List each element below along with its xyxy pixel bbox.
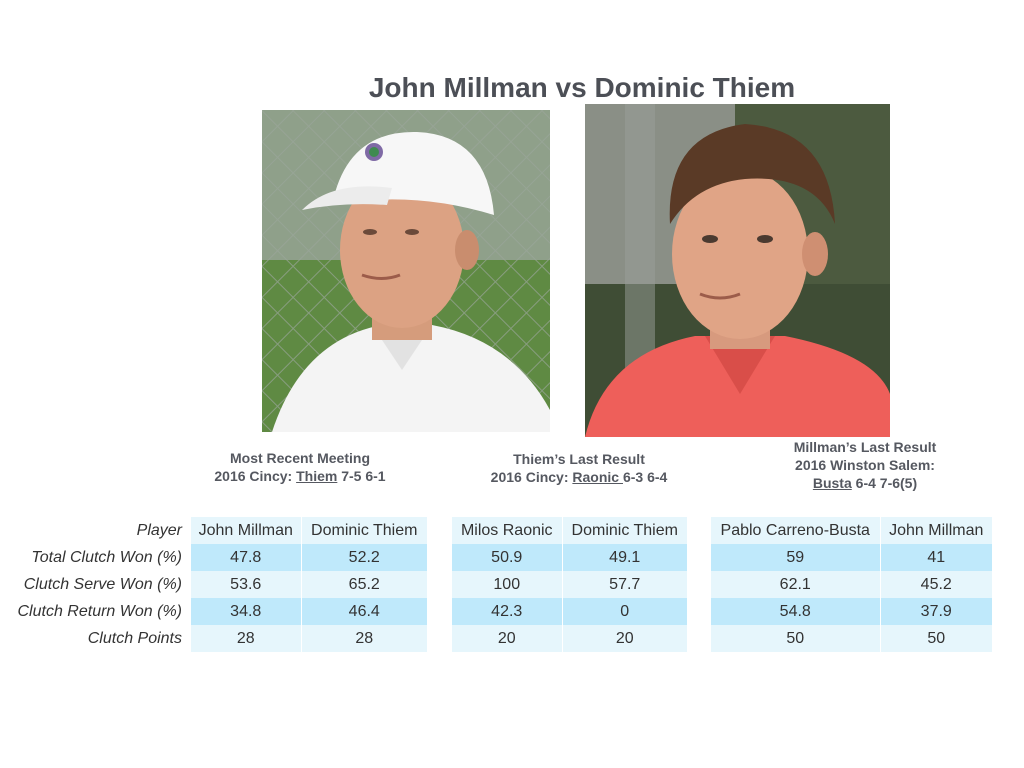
thiem-last-result-caption: Thiem’s Last Result 2016 Cincy: Raonic 6… bbox=[463, 450, 695, 486]
table-row: 50.9 49.1 bbox=[452, 544, 687, 571]
player-header: John Millman bbox=[879, 517, 992, 544]
table-row: 53.6 65.2 bbox=[191, 571, 427, 598]
table-row: 28 28 bbox=[191, 625, 427, 652]
table-cell: 54.8 bbox=[711, 598, 880, 625]
caption-result: Busta 6-4 7-6(5) bbox=[760, 474, 970, 492]
table-row: 50 50 bbox=[711, 625, 992, 652]
caption-heading: Thiem’s Last Result bbox=[513, 451, 645, 467]
caption-score: 6-4 7-6(5) bbox=[851, 475, 918, 491]
millman-last-result-caption: Millman’s Last Result 2016 Winston Salem… bbox=[760, 438, 970, 492]
table-row: 47.8 52.2 bbox=[191, 544, 427, 571]
table-cell: 57.7 bbox=[561, 571, 687, 598]
table-cell: 100 bbox=[452, 571, 562, 598]
table-cell: 34.8 bbox=[191, 598, 301, 625]
caption-result: 2016 Cincy: Raonic 6-3 6-4 bbox=[463, 468, 695, 486]
table-cell: 47.8 bbox=[191, 544, 301, 571]
player-header: John Millman bbox=[191, 517, 301, 544]
table-cell: 65.2 bbox=[300, 571, 427, 598]
table-row: 59 41 bbox=[711, 544, 992, 571]
table-cell: 52.2 bbox=[300, 544, 427, 571]
player-header: Dominic Thiem bbox=[561, 517, 687, 544]
table-row: 54.8 37.9 bbox=[711, 598, 992, 625]
table-header-row: John Millman Dominic Thiem bbox=[191, 517, 427, 544]
winner-link[interactable]: Thiem bbox=[296, 468, 338, 484]
winner-link[interactable]: Raonic bbox=[572, 469, 623, 485]
caption-score: 7-5 6-1 bbox=[337, 468, 386, 484]
table-cell: 53.6 bbox=[191, 571, 301, 598]
caption-heading: Millman’s Last Result bbox=[793, 439, 937, 455]
table-row: 100 57.7 bbox=[452, 571, 687, 598]
caption-event: 2016 Cincy: bbox=[490, 469, 573, 485]
table-cell: 28 bbox=[300, 625, 427, 652]
table-cell: 50 bbox=[879, 625, 992, 652]
table-cell: 41 bbox=[879, 544, 992, 571]
player-header: Pablo Carreno-Busta bbox=[711, 517, 880, 544]
table-row: 34.8 46.4 bbox=[191, 598, 427, 625]
table-row: 42.3 0 bbox=[452, 598, 687, 625]
dominic-thiem-photo bbox=[585, 104, 890, 437]
table-cell: 49.1 bbox=[561, 544, 687, 571]
row-label-player: Player bbox=[136, 522, 182, 539]
winner-link[interactable]: Busta bbox=[812, 475, 852, 491]
caption-event: 2016 Winston Salem: bbox=[795, 457, 935, 473]
thiem-last-result-stats-table: Milos Raonic Dominic Thiem 50.9 49.1 100… bbox=[452, 517, 687, 652]
table-cell: 20 bbox=[561, 625, 687, 652]
row-label-clutch-points: Clutch Points bbox=[87, 630, 182, 647]
recent-meeting-stats-table: John Millman Dominic Thiem 47.8 52.2 53.… bbox=[191, 517, 427, 652]
page-title: John Millman vs Dominic Thiem bbox=[368, 72, 796, 103]
caption-score: 6-3 6-4 bbox=[622, 469, 668, 485]
john-millman-photo bbox=[262, 110, 550, 432]
row-label-clutch-return: Clutch Return Won (%) bbox=[17, 603, 183, 620]
table-header-row: Pablo Carreno-Busta John Millman bbox=[711, 517, 992, 544]
table-row: 62.1 45.2 bbox=[711, 571, 992, 598]
player-header: Milos Raonic bbox=[452, 517, 562, 544]
table-cell: 42.3 bbox=[452, 598, 562, 625]
caption-heading: Most Recent Meeting bbox=[229, 450, 370, 466]
table-cell: 45.2 bbox=[879, 571, 992, 598]
caption-event: 2016 Cincy: bbox=[214, 468, 297, 484]
table-cell: 20 bbox=[452, 625, 562, 652]
table-cell: 0 bbox=[561, 598, 687, 625]
table-cell: 37.9 bbox=[879, 598, 992, 625]
table-cell: 28 bbox=[191, 625, 301, 652]
player-header: Dominic Thiem bbox=[300, 517, 427, 544]
table-cell: 50.9 bbox=[452, 544, 562, 571]
table-header-row: Milos Raonic Dominic Thiem bbox=[452, 517, 687, 544]
row-labels: Player Total Clutch Won (%) Clutch Serve… bbox=[0, 517, 183, 652]
table-cell: 50 bbox=[711, 625, 880, 652]
table-row: 20 20 bbox=[452, 625, 687, 652]
millman-last-result-stats-table: Pablo Carreno-Busta John Millman 59 41 6… bbox=[711, 517, 992, 652]
row-label-total-clutch: Total Clutch Won (%) bbox=[31, 549, 182, 566]
table-cell: 62.1 bbox=[711, 571, 880, 598]
recent-meeting-caption: Most Recent Meeting 2016 Cincy: Thiem 7-… bbox=[185, 449, 415, 485]
table-cell: 59 bbox=[711, 544, 880, 571]
table-cell: 46.4 bbox=[300, 598, 427, 625]
caption-result: 2016 Cincy: Thiem 7-5 6-1 bbox=[185, 467, 415, 485]
row-label-clutch-serve: Clutch Serve Won (%) bbox=[23, 576, 182, 593]
